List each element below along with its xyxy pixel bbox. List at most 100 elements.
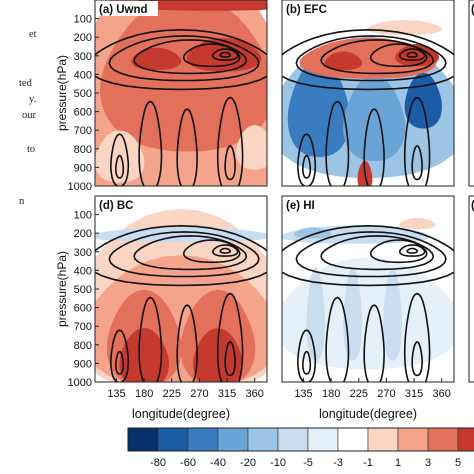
panel-4-contour-5 <box>398 244 426 257</box>
colorbar-segment-10 <box>397 427 429 452</box>
colorbar-segment-5 <box>247 427 279 452</box>
x-tick-label-180: 180 <box>135 388 153 400</box>
panel-4-contour-9 <box>325 296 350 382</box>
panel-1-contour-3 <box>133 39 248 75</box>
left-text-fragment-2: ted <box>19 78 32 89</box>
y-tick-label-600: 600 <box>74 303 92 315</box>
x-tick-label-135: 135 <box>294 388 312 400</box>
panel-4-contour-4 <box>369 239 428 264</box>
panel-4-shading <box>282 196 454 382</box>
panel-4-label-bg <box>283 197 345 212</box>
colorbar-tick-label-2: -60 <box>180 457 196 469</box>
y-tick-label-100: 100 <box>74 14 92 26</box>
panel-1-contour-11 <box>216 96 244 186</box>
clipped-panel-1: (c <box>468 0 474 187</box>
panel-1-shade-3 <box>186 38 262 72</box>
panel-4-shade-7 <box>398 218 436 230</box>
panel-3-contour-12 <box>224 341 236 377</box>
panel-1-shade-7 <box>124 0 267 11</box>
colorbar-tick-label-4: -20 <box>240 457 256 469</box>
colorbar-tick-label-3: -40 <box>210 457 226 469</box>
panel-1-label: (a) Uwnd <box>99 4 148 16</box>
colorbar-tick-label-6: -5 <box>303 457 313 469</box>
colorbar-tick-label-7: -3 <box>333 457 343 469</box>
colorbar-tick-label-1: -80 <box>150 457 166 469</box>
panel-1-shade-4 <box>131 47 182 70</box>
colorbar-tick-label-10: 3 <box>425 457 431 469</box>
y-tick-label-700: 700 <box>74 125 92 137</box>
panel-1-shading <box>95 0 267 186</box>
panel-3-shade-5 <box>119 328 170 382</box>
panel-1-contour-2 <box>108 35 260 82</box>
x-tick-label-360: 360 <box>246 388 264 400</box>
colorbar-frame <box>127 427 474 452</box>
panel-3-contour-11 <box>216 292 244 382</box>
panel-1-contour-9 <box>138 100 163 186</box>
panel-3-contour-1 <box>95 224 267 287</box>
y-tick-label-300: 300 <box>74 247 92 259</box>
colorbar-segment-7 <box>307 427 339 452</box>
colorbar-segment-6 <box>277 427 309 452</box>
y-tick-label-600: 600 <box>74 107 92 119</box>
panel-2-contour-4 <box>369 43 428 68</box>
panel-2-contour-3 <box>320 39 435 75</box>
y-tick-label-1000: 1000 <box>68 181 92 193</box>
panel-4-contour-10 <box>363 304 385 382</box>
y-tick-label-900: 900 <box>74 358 92 370</box>
panel-2-frame <box>281 0 455 187</box>
panel-1-contour-7 <box>109 133 130 186</box>
colorbar-tick-label-8: -1 <box>363 457 373 469</box>
panel-4-contour-8 <box>301 350 312 375</box>
panel-1-contour-10 <box>176 108 198 186</box>
panel-3-label: (d) BC <box>99 200 134 212</box>
colorbar-tick-label-11: 5 <box>455 457 461 469</box>
panel-4-contour-1 <box>282 224 454 287</box>
x-axis-label: longitude(degree) <box>319 407 417 421</box>
y-tick-label-500: 500 <box>74 284 92 296</box>
x-tick-label-225: 225 <box>163 388 181 400</box>
panel-3-contour-4 <box>182 239 241 264</box>
colorbar-segment-2 <box>157 427 189 452</box>
panel-2: (b) EFC <box>281 0 455 187</box>
panel-4-shade-6 <box>383 267 402 361</box>
panel-1-shade-6 <box>236 125 267 170</box>
panel-1-contour-8 <box>114 154 125 179</box>
left-text-fragment-1: et <box>29 29 37 40</box>
panel-4-contour-2 <box>295 231 447 278</box>
colorbar: -80 -60 -40 -20 -10 -5 -3 -1 1 3 5 <box>127 427 474 469</box>
panel-3: (d) BC 100 200 300 400 500 600 700 800 900 1000 pre… <box>55 195 268 421</box>
panel-2-contour-10 <box>363 108 385 186</box>
clipped-panel-1-frame <box>468 0 474 187</box>
x-tick-label-360: 360 <box>433 388 451 400</box>
clipped-panel-2-label: (f <box>471 200 474 212</box>
panel-3-shading <box>95 196 267 382</box>
panel-4-contour-12 <box>411 341 423 377</box>
x-tick-label-315: 315 <box>405 388 423 400</box>
y-tick-label-800: 800 <box>74 144 92 156</box>
panel-2-contour-5 <box>398 48 426 61</box>
panel-2-contour-12 <box>411 145 423 181</box>
colorbar-tick-label-5: -10 <box>270 457 286 469</box>
y-tick-label-400: 400 <box>74 69 92 81</box>
panel-4-shade-3 <box>294 227 332 239</box>
panel-4-frame <box>281 195 455 383</box>
panel-2-contour-9 <box>325 100 350 186</box>
panel-1-contour-12 <box>224 145 236 181</box>
y-tick-label-200: 200 <box>74 32 92 44</box>
x-tick-label-225: 225 <box>350 388 368 400</box>
clipped-panel-1-label: (c <box>471 4 474 16</box>
panel-3-contour-5 <box>211 244 239 257</box>
panel-4-contour-11 <box>403 292 431 382</box>
y-tick-label-500: 500 <box>74 88 92 100</box>
left-text-fragment-4: our <box>22 110 36 121</box>
panel-3-contour-8 <box>114 350 125 375</box>
left-text-fragment-3: y. <box>29 94 37 105</box>
panel-3-contour-2 <box>108 231 260 278</box>
panel-3-contour-3 <box>133 235 248 271</box>
panel-2-shade-3 <box>343 75 406 162</box>
panel-2-shade-7 <box>324 51 363 71</box>
panel-3-contour-7 <box>109 329 130 382</box>
y-axis-label: pressure(hPa) <box>55 251 69 327</box>
panel-4-contour-6 <box>406 247 419 254</box>
